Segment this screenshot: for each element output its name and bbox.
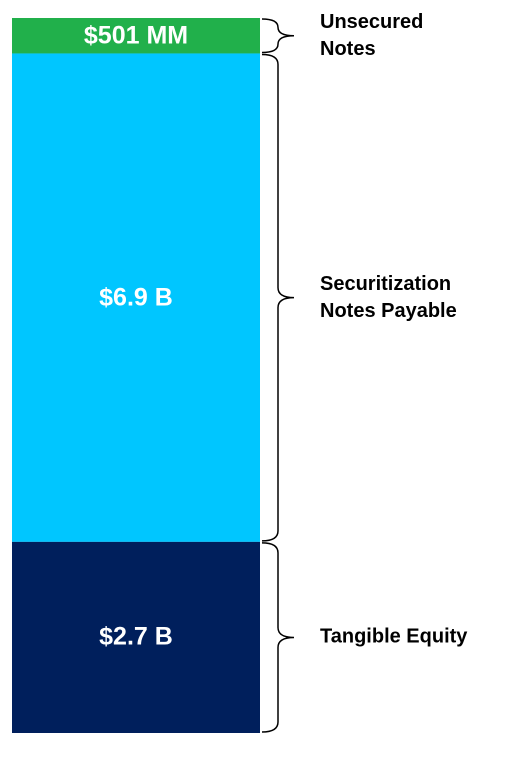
bar-segment [12,541,260,733]
series-label: Unsecured Notes [320,10,424,60]
brace [261,53,295,542]
bar-segment [12,53,260,542]
brace [261,18,295,54]
brace [261,542,295,733]
series-label: Tangible Equity [320,625,468,648]
series-label: Securitization Notes Payable [320,272,457,322]
value-label: $501 MM [83,21,189,50]
bar-segment [12,18,260,54]
value-label: $6.9 B [99,283,173,312]
value-label: $2.7 B [99,622,173,651]
